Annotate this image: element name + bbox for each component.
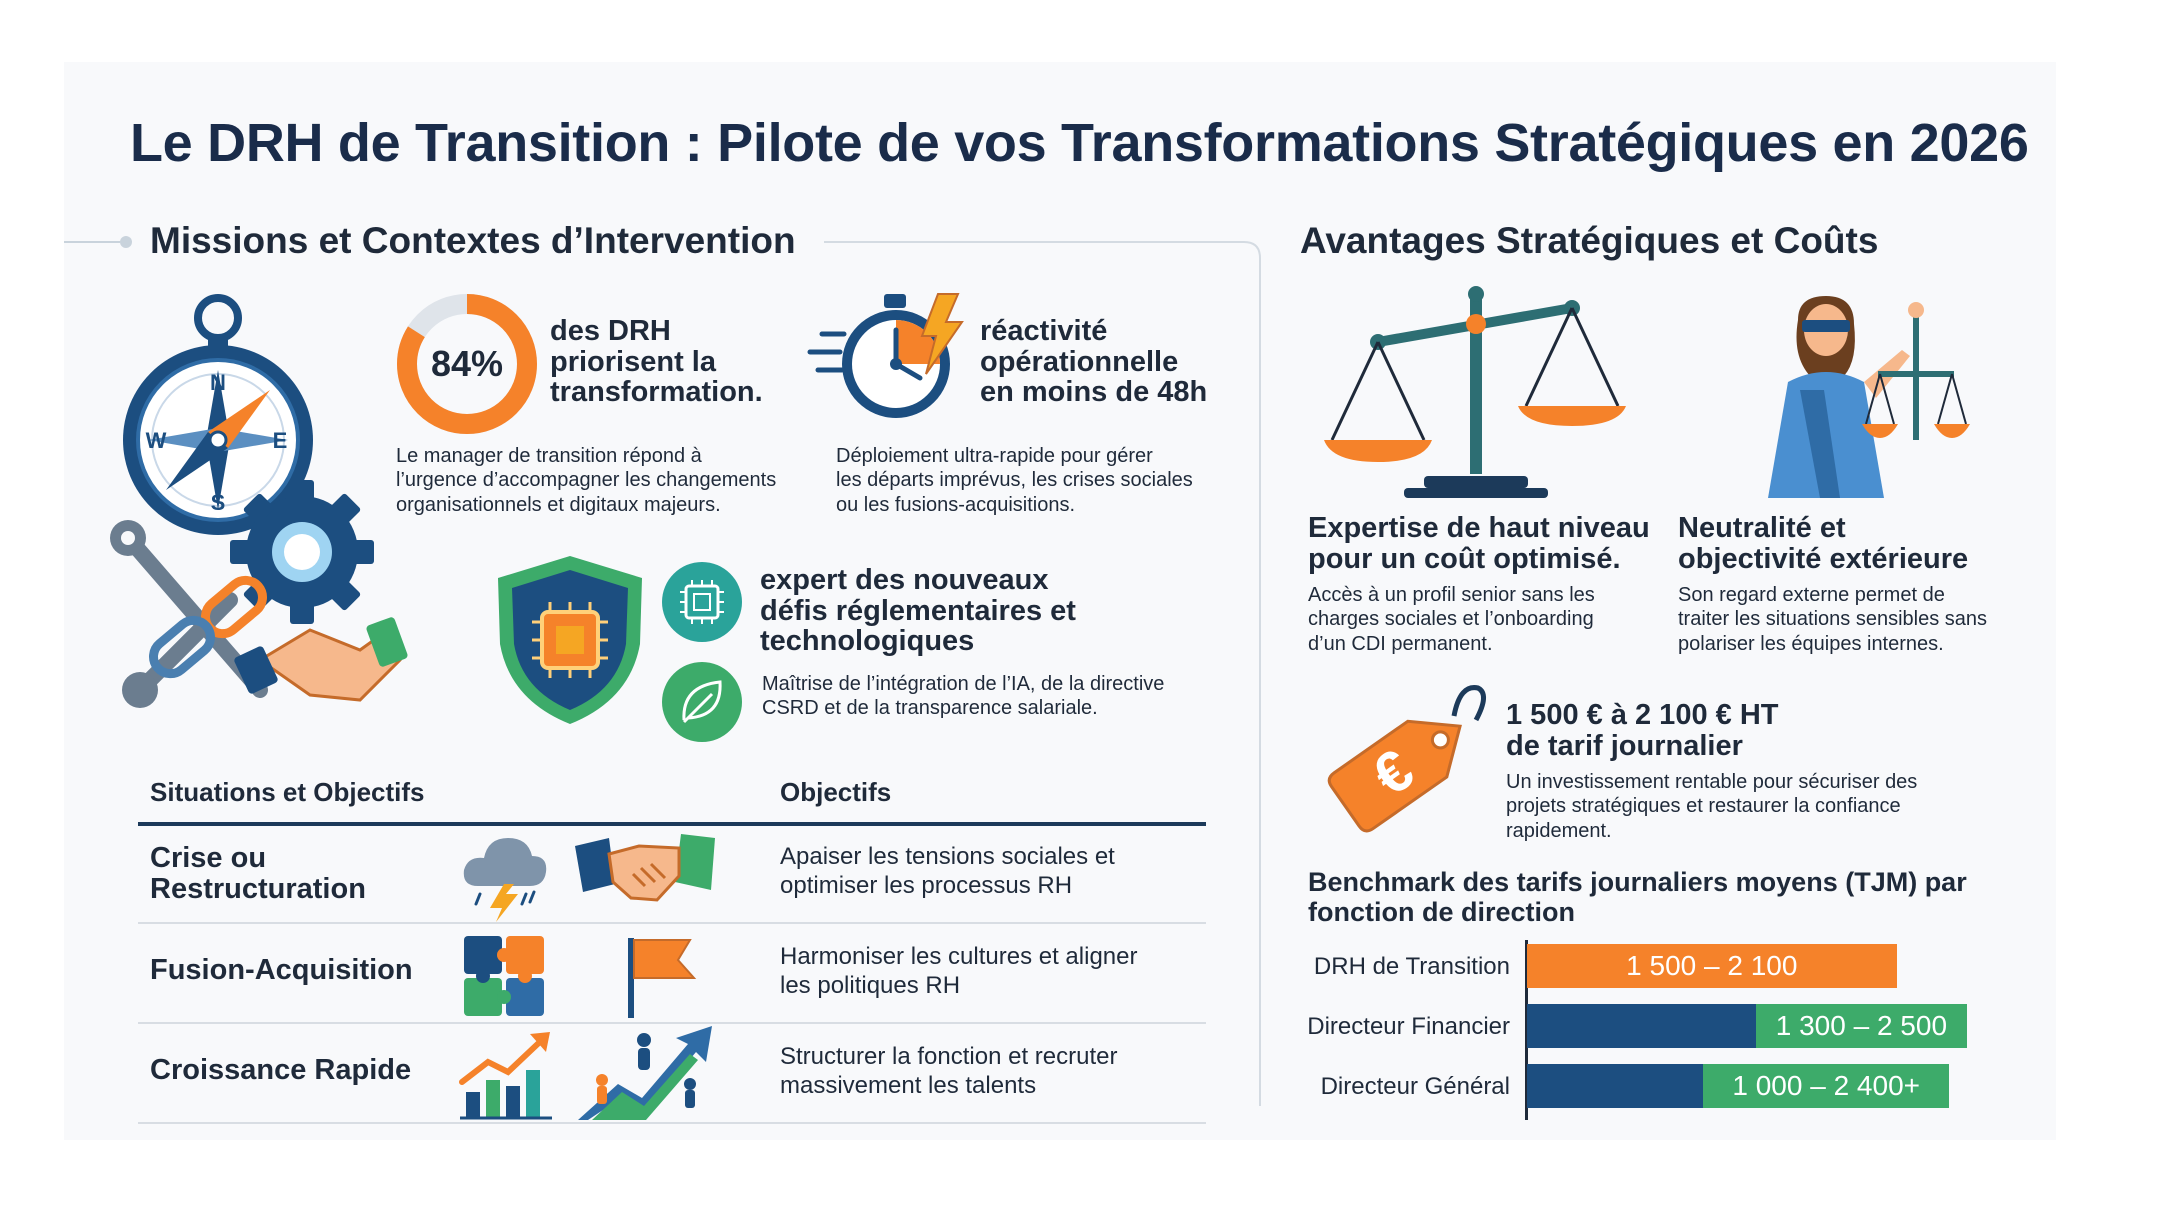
- compass-letter-w: W: [146, 428, 167, 453]
- compass-letter-n: N: [210, 370, 226, 395]
- stopwatch-icon: [807, 293, 964, 418]
- tarif-description: Un investissement rentable pour sécurise…: [1506, 771, 1918, 842]
- stat1-description: Le manager de transition répond à l’urge…: [396, 445, 777, 516]
- lady-justice-icon: [1768, 296, 1970, 498]
- neutralite-headline: Neutralité et objectivité extérieure: [1678, 512, 1969, 575]
- growth-chart-icon: [459, 1032, 552, 1120]
- chart-axis-line: [1525, 940, 1528, 1120]
- climbing-arrow-icon: [578, 1026, 712, 1120]
- benchmark-chart: DRH de Transition 1 500 – 2 100 Directeur …: [1290, 940, 2010, 1120]
- expertise-headline: Expertise de haut niveau pour un coût op…: [1308, 512, 1650, 575]
- chart-category-label: Directeur Financier: [1307, 1013, 1510, 1040]
- stat-donut: 84%: [397, 294, 537, 434]
- table-row-label-2: Fusion-Acquisition: [150, 954, 413, 986]
- compass-letter-s: S: [211, 490, 226, 515]
- chart-bar-range: [1755, 1004, 1967, 1048]
- stat2-headline: réactivité opérationnelle en moins de 48…: [980, 315, 1208, 409]
- chart-bar-value-label: 1 000 – 2 400+: [1732, 1070, 1920, 1101]
- neutralite-description: Son regard externe permet de traiter les…: [1678, 584, 1988, 655]
- table-row-divider: [138, 1022, 1206, 1024]
- balance-scale-icon: [1324, 286, 1626, 498]
- table-header-objectifs: Objectifs: [780, 777, 892, 807]
- chart-bar-value-label: 1 300 – 2 500: [1775, 1010, 1948, 1041]
- shield-icon: [498, 556, 642, 724]
- stat1-headline: des DRH priorisent la transformation.: [550, 315, 763, 409]
- table-row-divider: [138, 922, 1206, 924]
- chart-category-label: DRH de Transition: [1313, 953, 1510, 980]
- chart-bar-range: [1703, 1064, 1950, 1108]
- puzzle-icon: [464, 936, 544, 1016]
- compass-letter-e: E: [273, 428, 288, 453]
- table-header-rule: [138, 822, 1206, 826]
- missions-section-title: Missions et Contextes d’Intervention: [150, 220, 796, 261]
- table-row-desc-2: Harmoniser les cultures et aligner les p…: [780, 943, 1138, 999]
- handshake-icon: [575, 834, 715, 902]
- chart-category-label: Directeur Général: [1320, 1073, 1510, 1100]
- page-title: Le DRH de Transition : Pilote de vos Tra…: [130, 113, 2029, 173]
- chart-bar-base: [1527, 1064, 1703, 1108]
- storm-cloud-icon: [463, 838, 547, 922]
- table-row-desc-3: Structurer la fonction et recruter massi…: [780, 1043, 1118, 1099]
- compass-tools-icon: N S E W: [110, 294, 408, 708]
- missions-frame: [64, 236, 1261, 1106]
- flag-icon: [628, 938, 697, 1018]
- tarif-headline: 1 500 € à 2 100 € HT de tarif journalier: [1506, 699, 1779, 762]
- table-row-divider: [138, 1122, 1206, 1124]
- expert-description: Maîtrise de l’intégration de l’IA, de la…: [762, 673, 1165, 720]
- table-row-label-1: Crise ou Restructuration: [150, 842, 366, 905]
- benchmark-title: Benchmark des tarifs journaliers moyens …: [1308, 867, 1967, 927]
- leaf-icon: [662, 662, 742, 742]
- chart-bar-base: [1527, 1004, 1756, 1048]
- expertise-description: Accès à un profil senior sans les charge…: [1308, 584, 1595, 655]
- avantages-section-title: Avantages Stratégiques et Coûts: [1300, 220, 1879, 261]
- price-tag-icon: €: [1327, 685, 1486, 833]
- stat-donut-value: 84%: [431, 343, 503, 384]
- stat2-description: Déploiement ultra-rapide pour gérer les …: [836, 445, 1193, 516]
- table-row-desc-1: Apaiser les tensions sociales et optimis…: [780, 843, 1115, 899]
- expert-headline: expert des nouveaux défis réglementaires…: [760, 564, 1076, 658]
- chart-bar-value-label: 1 500 – 2 100: [1626, 950, 1798, 981]
- chip-icon: [662, 562, 742, 642]
- table-row-label-3: Croissance Rapide: [150, 1054, 412, 1086]
- chart-bar-range: [1791, 944, 1897, 988]
- chart-bar-base: [1527, 944, 1791, 988]
- table-header-situations: Situations et Objectifs: [150, 777, 425, 807]
